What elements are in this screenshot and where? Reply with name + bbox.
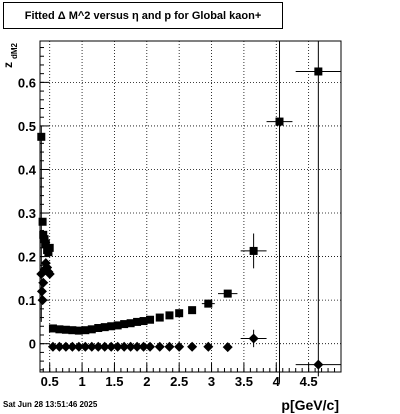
square-marker <box>100 323 109 332</box>
x-tick-label: 2 <box>143 374 150 389</box>
y-axis-label-subscript: dM2 <box>10 42 19 59</box>
plot-frame <box>39 40 342 373</box>
diamond-marker <box>145 341 156 352</box>
square-marker <box>107 322 116 331</box>
x-tick-label: 4 <box>273 374 281 389</box>
square-marker <box>87 325 96 334</box>
square-marker <box>81 326 90 335</box>
diamond-marker <box>38 277 49 288</box>
square-marker <box>133 317 142 326</box>
square-marker <box>249 246 258 255</box>
y-axis-label-main: z <box>1 62 15 68</box>
x-tick-label: 3 <box>208 374 215 389</box>
y-axis-label: z dM2 <box>1 42 19 68</box>
diamond-marker <box>99 341 110 352</box>
title-box: Fitted Δ M^2 versus η and p for Global k… <box>3 2 283 29</box>
diamond-marker <box>67 341 78 352</box>
x-tick-label: 2.5 <box>170 374 188 389</box>
square-marker <box>146 315 155 324</box>
square-marker <box>38 217 47 226</box>
square-marker <box>44 248 53 257</box>
diamond-marker <box>203 341 214 352</box>
y-tick-label: 0.5 <box>18 119 36 134</box>
square-marker <box>48 324 57 333</box>
diamond-marker <box>248 333 259 344</box>
square-marker <box>275 117 284 126</box>
y-tick-label: 0.4 <box>18 162 37 177</box>
diamond-marker <box>36 286 47 297</box>
diamond-marker <box>164 341 175 352</box>
diamond-marker <box>132 341 143 352</box>
chart-title: Fitted Δ M^2 versus η and p for Global k… <box>24 10 262 22</box>
diamond-marker <box>222 342 233 353</box>
square-marker <box>41 239 50 248</box>
square-marker <box>68 326 77 335</box>
square-marker <box>223 289 232 298</box>
square-marker <box>155 313 164 322</box>
square-marker <box>55 325 64 334</box>
diamond-marker <box>106 341 117 352</box>
diamond-marker <box>73 341 84 352</box>
y-tick-label: 0.2 <box>18 250 36 265</box>
diamond-marker <box>60 341 71 352</box>
square-marker <box>113 321 122 330</box>
timestamp: Sat Jun 28 13:51:46 2025 <box>3 400 98 409</box>
x-tick-label: 1 <box>78 374 85 389</box>
diamond-marker <box>313 359 324 370</box>
square-marker <box>61 325 70 334</box>
diamond-marker <box>47 341 58 352</box>
square-marker <box>120 320 129 329</box>
diamond-marker <box>138 341 149 352</box>
diamond-marker <box>125 341 136 352</box>
marker-layer <box>36 67 324 370</box>
diamond-marker <box>54 341 65 352</box>
square-marker <box>39 230 48 239</box>
square-marker <box>175 309 184 318</box>
x-tick-label: 4.5 <box>300 374 318 389</box>
axis-layer: 0.5 1 1.5 2 2.5 3 3.5 4 4.5 0 0.1 0.2 0.3 0.4 0.5 0.6 <box>18 47 342 389</box>
diamond-marker <box>44 269 55 280</box>
square-marker <box>188 306 197 315</box>
x-axis-label: p[GeV/c] <box>281 397 339 413</box>
x-tick-label: 0.5 <box>41 374 59 389</box>
square-marker <box>74 326 83 335</box>
diamond-marker <box>187 341 198 352</box>
square-marker <box>139 317 148 326</box>
diamond-marker <box>154 341 165 352</box>
y-tick-label: 0 <box>29 337 36 352</box>
diamond-marker <box>174 341 185 352</box>
square-marker <box>37 132 46 141</box>
diamond-marker <box>80 341 91 352</box>
square-marker <box>126 319 135 328</box>
x-tick-label: 1.5 <box>105 374 123 389</box>
grid-layer <box>40 41 341 372</box>
square-marker <box>40 235 49 244</box>
square-marker <box>165 311 174 320</box>
diamond-marker <box>93 341 104 352</box>
diamond-marker <box>119 341 130 352</box>
diamond-marker <box>37 295 48 306</box>
diamond-marker <box>86 341 97 352</box>
y-tick-label: 0.1 <box>18 293 36 308</box>
x-tick-label: 3.5 <box>235 374 253 389</box>
square-marker <box>45 243 54 252</box>
square-marker <box>314 67 323 76</box>
square-marker <box>204 299 213 308</box>
y-tick-label: 0.6 <box>18 75 36 90</box>
diamond-marker <box>112 341 123 352</box>
y-tick-label: 0.3 <box>18 206 36 221</box>
square-marker <box>94 324 103 333</box>
